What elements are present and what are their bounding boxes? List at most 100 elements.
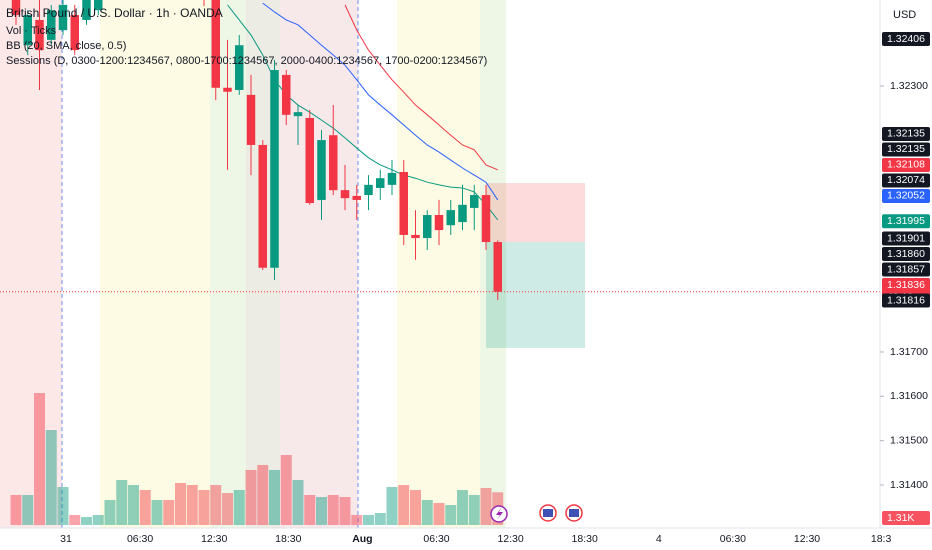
price-label: 1.31857	[887, 263, 925, 275]
candle-body	[47, 10, 56, 40]
volume-bar	[410, 490, 421, 525]
volume-bar	[104, 500, 116, 525]
volume-label-bg	[882, 511, 930, 525]
price-label-bg	[882, 214, 930, 229]
volume-bar	[433, 503, 445, 525]
volume-bar	[292, 480, 304, 525]
candle-body	[305, 117, 314, 204]
volume-bar	[186, 485, 198, 525]
price-label-bg	[882, 157, 930, 172]
price-label-bg	[882, 32, 930, 47]
price-label-bg	[882, 173, 930, 188]
volume-bar	[280, 455, 292, 525]
band-line	[262, 2, 499, 201]
candle-body	[23, 15, 32, 46]
sessions	[0, 0, 506, 528]
price-label: 1.31860	[887, 248, 925, 260]
x-tick-label: 12:30	[497, 533, 523, 545]
volume-label: 1.31K	[887, 512, 914, 524]
legend-line: Vol · Ticks	[6, 25, 57, 37]
candle-body	[364, 184, 373, 196]
y-tick-label: 1.31500	[890, 434, 928, 446]
event-icon	[569, 509, 579, 517]
volume-bar	[327, 495, 339, 525]
candle-body	[481, 195, 491, 243]
volume-bar	[363, 515, 374, 525]
price-label-bg	[882, 188, 930, 203]
volume-bar	[222, 493, 233, 525]
candle-body	[94, 0, 103, 11]
volume-bar	[22, 495, 34, 525]
x-tick-label: 18:3	[871, 533, 892, 545]
candle-body	[434, 215, 444, 231]
y-tick-label: 1.31600	[890, 390, 928, 402]
volume-bar	[163, 500, 175, 525]
price-label: 1.31816	[887, 294, 925, 306]
band-line	[344, 4, 498, 171]
position-risk	[486, 183, 585, 243]
price-label: 1.32135	[887, 143, 925, 155]
volume-bar	[316, 497, 327, 525]
currency: USD	[893, 9, 916, 21]
volume-bar	[34, 393, 45, 525]
volume-bar	[245, 470, 257, 525]
price-label: 1.32406	[887, 33, 925, 45]
x-tick-label: 06:30	[720, 533, 746, 545]
volume-bar	[233, 490, 245, 525]
price-label-bg	[882, 262, 930, 277]
volume-bar	[445, 505, 457, 525]
candle-body	[58, 4, 68, 31]
volume-bar	[92, 515, 104, 525]
volume-bar	[468, 495, 480, 525]
volume-bar	[69, 515, 81, 525]
session-band	[100, 0, 210, 528]
volume-bar	[351, 515, 363, 525]
price-label: 1.31995	[887, 215, 925, 227]
volume-bar	[457, 490, 468, 525]
candle-body	[11, 0, 21, 16]
price-axis: 1.32300 1.31700 1.31600 1.31500 1.31400 1.324…	[880, 32, 930, 525]
volume-bar	[128, 485, 139, 525]
x-tick-label: 31	[60, 533, 72, 545]
price-label-bg	[882, 247, 930, 262]
volume-bar	[210, 485, 222, 525]
candle-body	[352, 195, 361, 200]
volume-bar	[374, 513, 386, 525]
candle-body	[82, 0, 91, 20]
volume-bar	[480, 488, 492, 525]
volume-bar	[257, 465, 269, 525]
candle-body	[329, 135, 338, 191]
price-label: 1.32108	[887, 159, 925, 171]
candle-body	[258, 144, 267, 268]
volume-bar	[198, 490, 210, 525]
candle-body	[293, 112, 303, 117]
x-tick-label: 12:30	[201, 533, 227, 545]
candle-body	[35, 19, 44, 51]
volume-bar	[269, 470, 280, 525]
candle-body	[411, 234, 420, 239]
event-icons	[490, 504, 583, 523]
volume-bar	[151, 500, 163, 525]
x-tick-label: 06:30	[423, 533, 449, 545]
x-tick-label: 18:30	[275, 533, 301, 545]
price-label: 1.32135	[887, 128, 925, 140]
candle-body	[340, 190, 350, 199]
volume-bar	[398, 485, 410, 525]
volume-bar	[175, 483, 186, 525]
candle-body	[387, 172, 397, 185]
legend-line: BB (20, SMA, close, 0.5)	[6, 40, 126, 52]
volume-bar	[116, 480, 128, 525]
candle-body	[70, 15, 79, 51]
volume-bar	[339, 497, 351, 525]
candle-body	[376, 178, 385, 188]
price-label: 1.31901	[887, 232, 925, 244]
legend: British Pound / U.S. Dollar · 1h · OANDA…	[6, 6, 487, 67]
price-label: 1.32052	[887, 190, 925, 202]
candle-body	[423, 215, 432, 239]
x-tick-label: 06:30	[127, 533, 153, 545]
x-tick-label: 12:30	[794, 533, 820, 545]
candle-body	[235, 45, 244, 90]
price-label-bg	[882, 231, 930, 246]
position-reward	[486, 242, 585, 348]
candle-body	[211, 0, 220, 88]
